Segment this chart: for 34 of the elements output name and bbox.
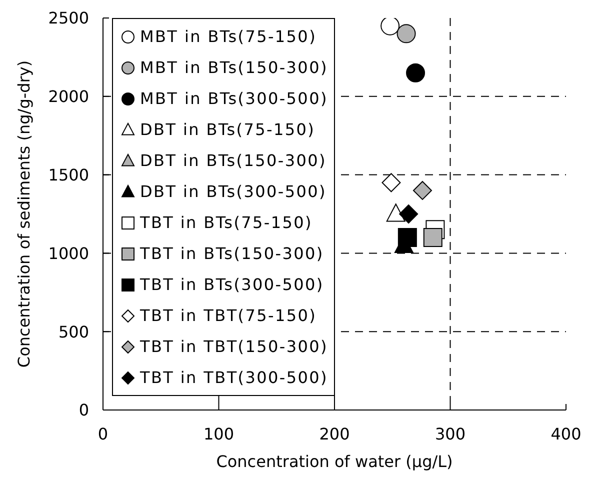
point xyxy=(396,24,416,44)
legend-label: MBT in BTs(150-300) xyxy=(140,58,328,77)
point xyxy=(406,63,426,82)
x-tick-label: 400 xyxy=(550,424,582,444)
point xyxy=(386,204,406,222)
y-tick-label: 500 xyxy=(58,322,89,342)
legend-label: DBT in BTs(300-500) xyxy=(140,182,326,201)
legend-label: TBT in TBT(150-300) xyxy=(140,337,328,356)
y-tick-label: 2000 xyxy=(48,87,89,106)
legend-label: MBT in BTs(75-150) xyxy=(140,27,317,46)
y-tick-label: 0 xyxy=(78,400,89,420)
legend-label: TBT in BTs(75-150) xyxy=(140,213,312,232)
point xyxy=(399,204,418,224)
legend-label: DBT in BTs(75-150) xyxy=(140,120,316,139)
point xyxy=(380,18,400,36)
point xyxy=(423,228,442,248)
legend-label: TBT in BTs(300-500) xyxy=(140,275,324,294)
x-axis-title: Concentration of water (μg/L) xyxy=(216,452,453,471)
point xyxy=(382,173,401,192)
x-tick-label: 100 xyxy=(203,424,234,444)
legend-label: TBT in TBT(300-500) xyxy=(140,368,328,387)
y-tick-label: 2500 xyxy=(48,8,89,28)
y-axis-title: Concentration of sediments (ng/g-dry) xyxy=(14,60,34,368)
point xyxy=(412,180,432,200)
y-tick-label: 1000 xyxy=(48,244,89,263)
x-tick-label: 200 xyxy=(319,424,350,444)
legend-label: MBT in BTs(300-500) xyxy=(140,89,328,108)
legend-label: TBT in BTs(150-300) xyxy=(140,244,324,263)
x-tick-label: 300 xyxy=(434,424,466,444)
y-tick-label: 1500 xyxy=(48,165,89,184)
legend-label: DBT in BTs(150-300) xyxy=(140,151,326,170)
legend-label: TBT in TBT(75-150) xyxy=(140,306,317,325)
point xyxy=(398,228,417,248)
x-tick-label: 0 xyxy=(98,424,108,444)
